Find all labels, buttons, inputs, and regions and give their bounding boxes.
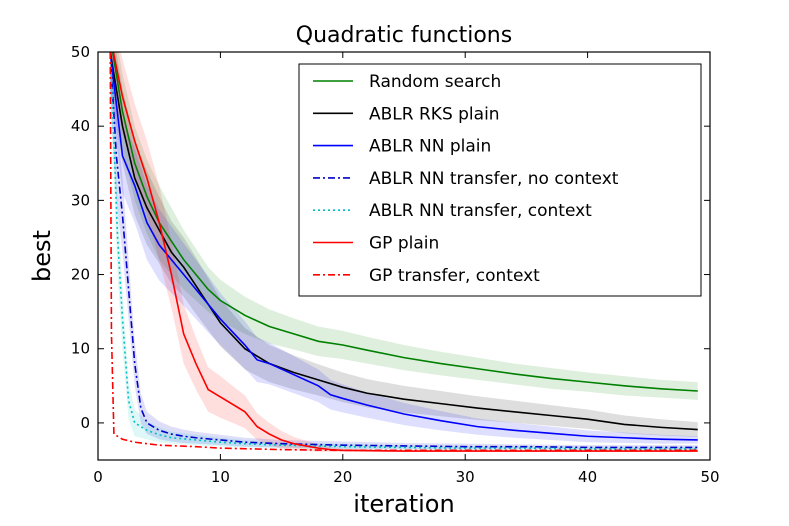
legend: Random search ABLR RKS plain ABLR NN plain… <box>298 63 702 297</box>
legend-label: ABLR NN plain <box>369 137 491 157</box>
band-random-search <box>110 52 698 400</box>
legend-label: Random search <box>369 72 501 92</box>
series-lines <box>109 52 698 452</box>
x-tick-label: 20 <box>333 468 352 486</box>
legend-label: ABLR RKS plain <box>369 104 500 124</box>
y-tick-label: 30 <box>71 191 90 209</box>
legend-label: ABLR NN transfer, context <box>369 201 592 221</box>
legend-label: GP plain <box>369 234 439 254</box>
y-axis-label: best <box>28 230 56 282</box>
y-axis-ticks: 0 10 20 30 40 50 <box>71 43 710 432</box>
x-tick-label: 40 <box>578 468 597 486</box>
line-ablr-nn-transfer-context <box>109 52 698 450</box>
legend-label: GP transfer, context <box>369 266 540 286</box>
x-axis-ticks: 0 10 20 30 40 50 <box>93 52 720 486</box>
y-tick-label: 20 <box>71 266 90 284</box>
line-ablr-rks-plain <box>109 52 698 431</box>
confidence-bands <box>110 52 698 452</box>
y-tick-label: 40 <box>71 117 90 135</box>
x-tick-label: 30 <box>456 468 475 486</box>
y-tick-label: 10 <box>71 340 90 358</box>
x-tick-label: 50 <box>700 468 719 486</box>
x-tick-label: 0 <box>93 468 103 486</box>
line-ablr-nn-plain <box>109 52 698 441</box>
y-tick-label: 0 <box>80 414 90 432</box>
chart-title: Quadratic functions <box>296 23 512 48</box>
band-ablr-nn-plain <box>110 52 698 444</box>
line-gp-transfer-context <box>109 52 698 452</box>
plot-frame <box>97 51 711 461</box>
x-tick-label: 10 <box>211 468 230 486</box>
band-ablr-rks-plain <box>110 52 698 438</box>
legend-label: ABLR NN transfer, no context <box>369 169 619 189</box>
line-ablr-nn-transfer-no-context <box>109 52 698 449</box>
x-axis-label: iteration <box>353 490 454 518</box>
y-tick-label: 50 <box>71 43 90 61</box>
legend-box <box>298 63 702 297</box>
